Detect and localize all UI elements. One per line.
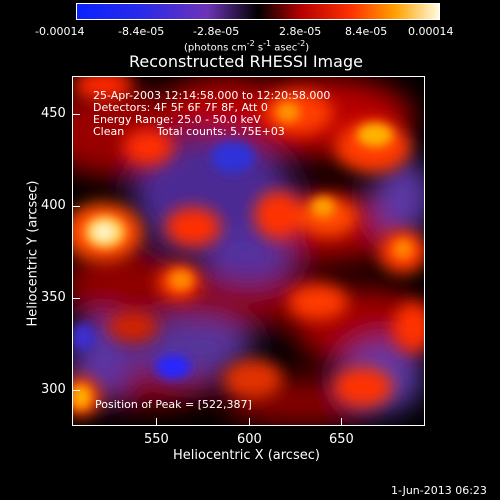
colorbar-tick-2: -2.8e-05 [193, 25, 240, 38]
heatmap-canvas [73, 77, 424, 425]
annotation-total-counts: Total counts: 5.75E+03 [157, 125, 285, 138]
annotation-energy: Energy Range: 25.0 - 50.0 keV [93, 113, 261, 126]
y-axis-label: Heliocentric Y (arcsec) [25, 180, 41, 327]
x-axis-label: Heliocentric X (arcsec) [173, 448, 320, 463]
x-tick-label-550: 550 [144, 432, 169, 447]
colorbar-tick-1: -8.4e-05 [118, 25, 165, 38]
x-tick-label-600: 600 [237, 432, 262, 447]
x-tick-mark-650 [341, 418, 342, 425]
annotation-peak-position: Position of Peak = [522,387] [95, 398, 252, 411]
y-tick-label-450: 450 [41, 106, 66, 121]
annotation-clean: Clean [93, 125, 125, 138]
heatmap-plot-area: 25-Apr-2003 12:14:58.000 to 12:20:58.000… [72, 76, 425, 426]
colorbar-tick-5: 0.00014 [408, 25, 454, 38]
y-tick-mark-300 [73, 390, 80, 391]
y-tick-mark-350 [73, 298, 80, 299]
colorbar [76, 3, 440, 20]
annotation-time-range: 25-Apr-2003 12:14:58.000 to 12:20:58.000 [93, 89, 331, 102]
footer-date: 1-Jun-2013 06:23 [391, 484, 487, 497]
annotation-detectors: Detectors: 4F 5F 6F 7F 8F, Att 0 [93, 101, 268, 114]
chart-title: Reconstructed RHESSI Image [129, 52, 363, 71]
y-tick-mark-450 [73, 114, 80, 115]
y-tick-label-300: 300 [41, 382, 66, 397]
y-tick-label-400: 400 [41, 198, 66, 213]
y-tick-label-350: 350 [41, 290, 66, 305]
x-tick-mark-550 [156, 418, 157, 425]
colorbar-tick-0: -0.00014 [35, 25, 85, 38]
colorbar-tick-4: 8.4e-05 [345, 25, 388, 38]
colorbar-tick-3: 2.8e-05 [279, 25, 322, 38]
y-tick-mark-400 [73, 206, 80, 207]
x-tick-mark-600 [249, 418, 250, 425]
x-tick-label-650: 650 [329, 432, 354, 447]
colorbar-units: (photons cm-2 s-1 asec-2) [184, 39, 310, 54]
